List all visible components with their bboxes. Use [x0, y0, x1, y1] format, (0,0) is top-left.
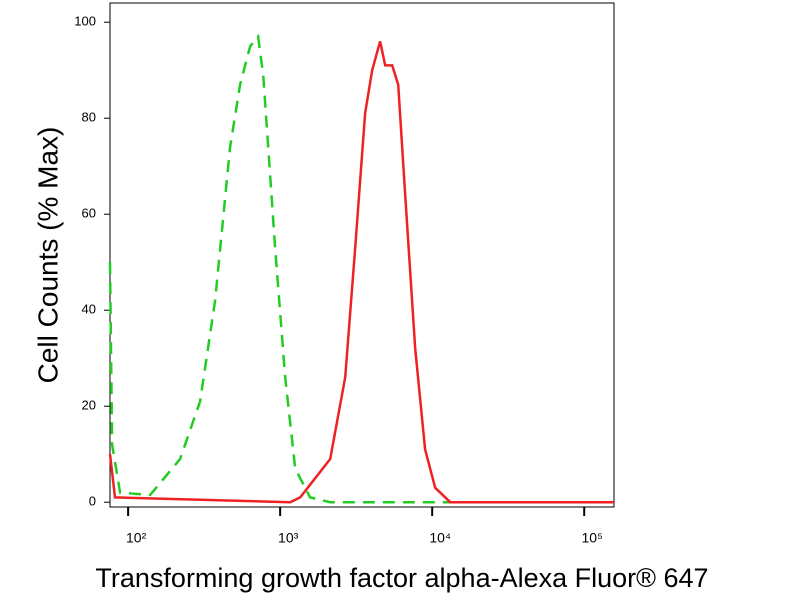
x-tick-label: 10³	[278, 530, 299, 546]
y-tick-label: 60	[82, 206, 96, 221]
x-tick-label: 10⁵	[582, 530, 603, 546]
y-axis-label: Cell Counts (% Max)	[32, 127, 63, 384]
series-line	[108, 41, 614, 504]
y-tick-label: 80	[82, 110, 96, 125]
y-tick-label: 0	[89, 494, 96, 509]
y-tick-label: 100	[74, 14, 96, 29]
plot-frame	[109, 2, 615, 508]
series-line	[108, 33, 614, 504]
x-axis-label: Transforming growth factor alpha-Alexa F…	[95, 563, 708, 593]
y-tick-label: 20	[82, 398, 96, 413]
y-tick-label: 40	[82, 302, 96, 317]
x-tick-label: 10⁴	[429, 530, 451, 546]
x-tick-label: 10²	[126, 530, 147, 546]
